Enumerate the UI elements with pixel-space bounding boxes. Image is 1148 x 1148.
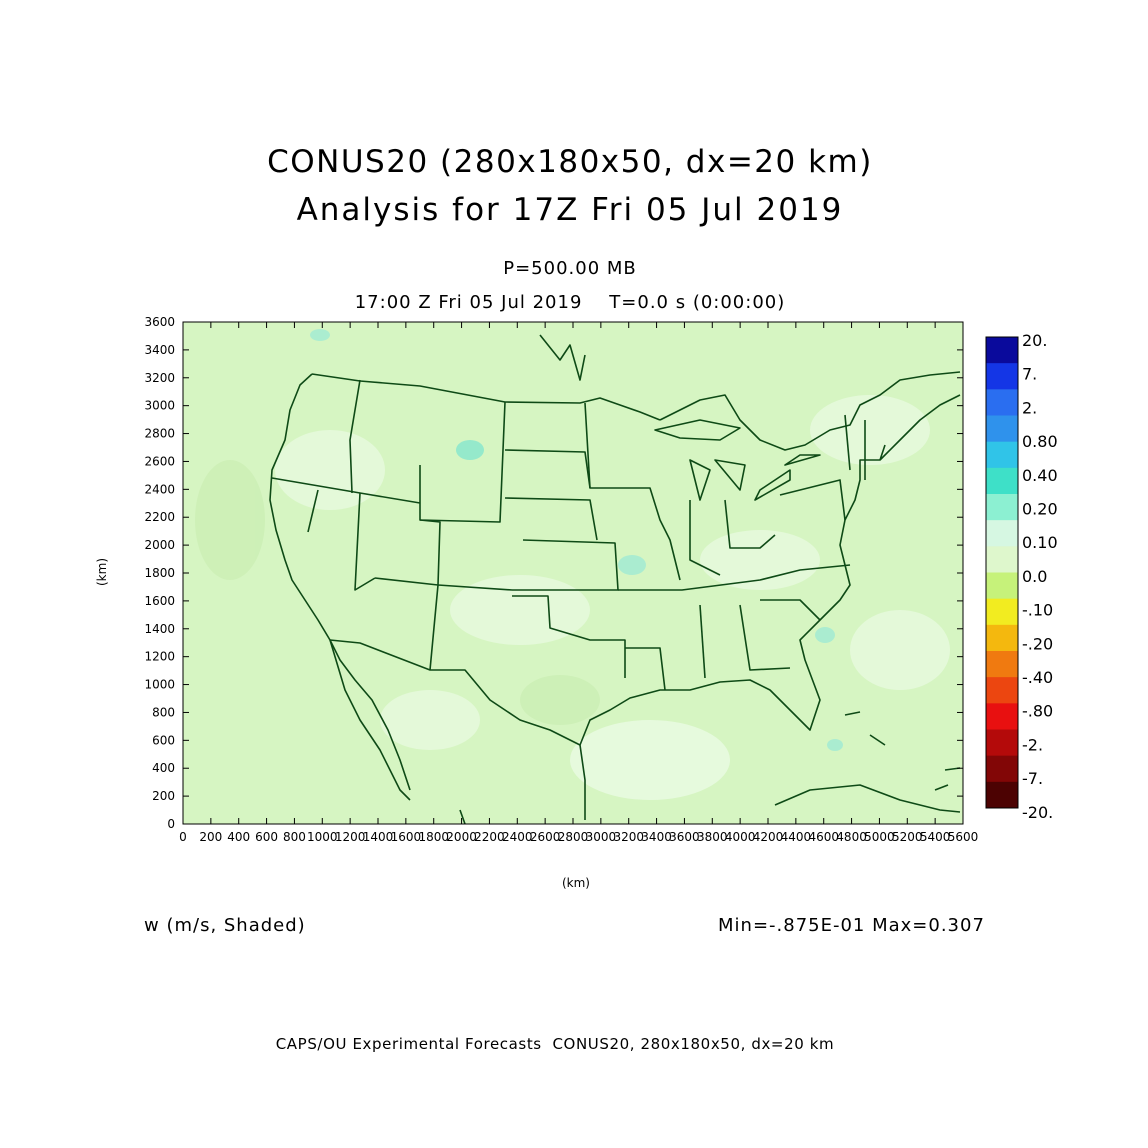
x-tick-label: 2600 [530, 830, 561, 844]
x-tick-label: 4000 [725, 830, 756, 844]
x-tick-label: 600 [255, 830, 278, 844]
colorbar-label: 20. [1022, 331, 1047, 350]
colorbar-swatch [986, 781, 1018, 809]
x-tick-label: 3000 [586, 830, 617, 844]
x-tick-label: 1600 [391, 830, 422, 844]
colorbar-swatch [986, 729, 1018, 757]
y-tick-label: 1600 [144, 594, 175, 608]
x-tick-label: 3800 [697, 830, 728, 844]
color-legend: 20. 7. 2. 0.80 0.40 0.20 0.10 0.0 -.10 -.20 -.40 -.… [985, 331, 1058, 822]
colorbar-label: 7. [1022, 365, 1037, 384]
x-tick-label: 2800 [558, 830, 589, 844]
colorbar-swatch [986, 441, 1018, 469]
colorbar-label: 0.20 [1022, 500, 1058, 519]
valid-time: 17:00 Z Fri 05 Jul 2019 T=0.0 s (0:00:00… [354, 292, 786, 313]
colorbar-swatch [986, 677, 1018, 704]
colorbar-swatch [986, 651, 1018, 678]
y-tick-label: 1000 [144, 678, 175, 692]
y-axis-label: (km) [95, 558, 109, 586]
colorbar-label: -7. [1022, 769, 1043, 788]
x-tick-label: 4600 [808, 830, 839, 844]
colorbar-swatch [986, 703, 1018, 730]
y-tick-label: 3400 [144, 343, 175, 357]
x-tick-label: 3200 [613, 830, 644, 844]
geo-boundaries [269, 334, 961, 825]
y-tick-label: 2600 [144, 454, 175, 468]
x-tick-label: 5000 [864, 830, 895, 844]
y-tick-label: 1400 [144, 622, 175, 636]
x-tick-label: 5400 [920, 830, 951, 844]
colorbar-label: 0.0 [1022, 567, 1047, 586]
x-tick-label: 5200 [892, 830, 923, 844]
y-tick-label: 2200 [144, 510, 175, 524]
colorbar-label: -20. [1022, 803, 1053, 822]
y-tick-label: 1800 [144, 566, 175, 580]
y-tick-label: 2000 [144, 538, 175, 552]
x-tick-label: 4800 [836, 830, 867, 844]
colorbar-swatch [986, 389, 1018, 416]
x-tick-label: 800 [283, 830, 306, 844]
chart-title: CONUS20 (280x180x50, dx=20 km) [267, 144, 873, 180]
y-tick-label: 600 [152, 733, 175, 747]
y-tick-label: 3200 [144, 371, 175, 385]
x-tick-label: 1200 [335, 830, 366, 844]
pressure-level: P=500.00 MB [503, 258, 637, 279]
footer-credit: CAPS/OU Experimental Forecasts CONUS20, … [275, 1035, 835, 1053]
colorbar-label: -.40 [1022, 668, 1053, 687]
y-tick-label: 2800 [144, 427, 175, 441]
colorbar-swatch [986, 337, 1018, 364]
min-max-readout: Min=-.875E-01 Max=0.307 [718, 915, 985, 936]
x-tick-label: 1800 [418, 830, 449, 844]
x-tick-label: 200 [199, 830, 222, 844]
colorbar-label: -.10 [1022, 601, 1053, 620]
x-tick-label: 3600 [669, 830, 700, 844]
y-tick-label: 1200 [144, 650, 175, 664]
x-tick-label: 5600 [948, 830, 979, 844]
colorbar-swatch [986, 494, 1018, 521]
axis-ticks [182, 321, 964, 825]
colorbar-swatch [986, 415, 1018, 443]
x-tick-label: 2200 [474, 830, 505, 844]
x-tick-label: 0 [179, 830, 187, 844]
colorbar-swatch [986, 363, 1018, 390]
colorbar-label: 2. [1022, 398, 1037, 417]
x-axis-label: (km) [562, 876, 590, 890]
colorbar-swatch [986, 520, 1018, 547]
colorbar-label: 0.40 [1022, 466, 1058, 485]
colorbar-swatch [986, 598, 1018, 626]
colorbar-swatch [986, 755, 1018, 783]
y-tick-label: 2400 [144, 482, 175, 496]
x-tick-label: 1400 [363, 830, 394, 844]
x-tick-label: 2400 [502, 830, 533, 844]
x-tick-label: 4200 [753, 830, 784, 844]
y-tick-label: 400 [152, 761, 175, 775]
x-tick-label: 4400 [781, 830, 812, 844]
colorbar-swatch [986, 572, 1018, 600]
x-tick-label: 400 [227, 830, 250, 844]
colorbar-label: -.20 [1022, 634, 1053, 653]
x-tick-label: 1000 [307, 830, 338, 844]
x-tick-labels: 0 200 400 600 800 100012001400160018002000220… [179, 830, 978, 844]
colorbar-label: 0.10 [1022, 533, 1058, 552]
y-tick-label: 800 [152, 705, 175, 719]
x-tick-label: 2000 [446, 830, 477, 844]
w-field-shading [195, 329, 950, 800]
colorbar-frame [985, 336, 1019, 809]
map-background [183, 322, 963, 824]
y-tick-labels: 0 200 400 600 800 1000 1200 1400 1600 1800 2000 220… [144, 315, 175, 831]
chart-subtitle: Analysis for 17Z Fri 05 Jul 2019 [296, 192, 844, 228]
colorbar-swatch [986, 467, 1018, 495]
colorbar-swatch [986, 546, 1018, 573]
x-tick-label: 3400 [641, 830, 672, 844]
y-tick-label: 0 [167, 817, 175, 831]
y-tick-label: 3600 [144, 315, 175, 329]
y-tick-label: 200 [152, 789, 175, 803]
colorbar-label: -2. [1022, 735, 1043, 754]
colorbar-label: 0.80 [1022, 432, 1058, 451]
y-tick-label: 3000 [144, 399, 175, 413]
colorbar-swatch [986, 624, 1018, 652]
variable-label: w (m/s, Shaded) [144, 915, 306, 936]
colorbar-label: -.80 [1022, 702, 1053, 721]
